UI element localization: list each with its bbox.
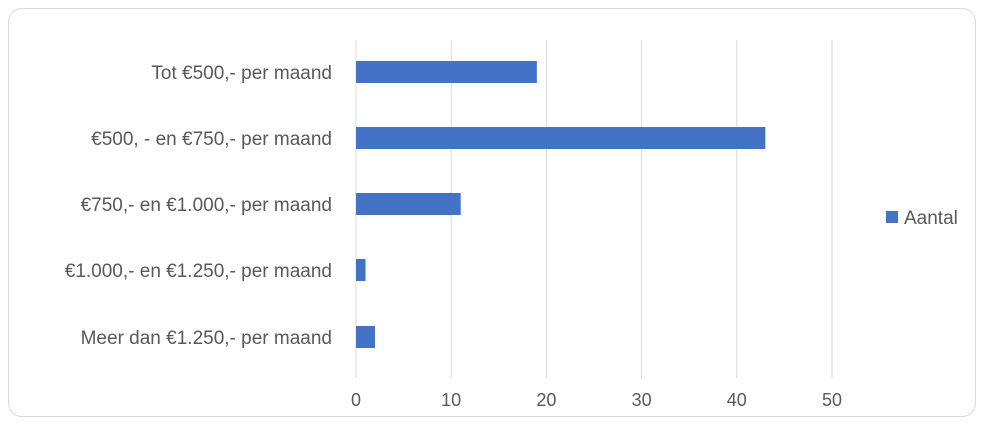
gridlines [355,40,833,378]
legend-swatch [886,211,898,223]
bar [356,61,537,83]
x-tick-label: 40 [727,390,747,410]
x-tick-label: 20 [536,390,556,410]
category-labels: Tot €500,- per maand €500, - en €750,- pe… [65,63,332,349]
bar [356,127,766,149]
x-tick-label: 10 [441,390,461,410]
category-label: €500, - en €750,- per maand [91,129,332,150]
bar [356,193,461,215]
category-label: €750,- en €1.000,- per maand [81,195,332,216]
bar [356,259,366,281]
x-tick-label: 0 [351,390,361,410]
category-label: Meer dan €1.250,- per maand [81,328,332,349]
x-tick-label: 30 [632,390,652,410]
legend: Aantal [886,208,958,229]
bars [356,61,766,348]
category-label: Tot €500,- per maand [151,63,332,84]
bar [356,326,376,348]
legend-label: Aantal [904,208,958,229]
x-tick-label: 50 [822,390,842,410]
x-axis-ticks: 0 10 20 30 40 50 [351,390,842,410]
category-label: €1.000,- en €1.250,- per maand [65,261,332,282]
